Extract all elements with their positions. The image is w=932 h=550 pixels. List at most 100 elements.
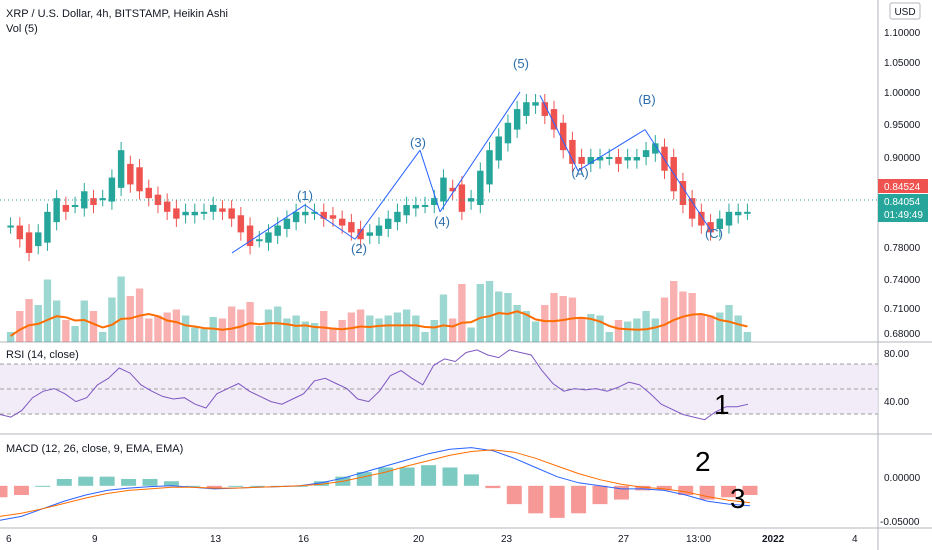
macd-hist-bar <box>121 478 137 486</box>
candle-body <box>652 143 659 154</box>
macd-hist-bar <box>99 476 115 486</box>
annotation-1: 1 <box>714 389 730 420</box>
currency-button[interactable] <box>889 2 921 20</box>
candle-body <box>366 232 374 236</box>
current-price: 0.84524 <box>884 182 921 193</box>
candle-body <box>541 102 549 116</box>
candle-body <box>421 204 429 207</box>
volume-bar <box>191 327 199 342</box>
candle-body <box>25 232 33 253</box>
candle-body <box>136 167 143 192</box>
price-tick: 0.68000 <box>884 329 921 340</box>
candle-body <box>431 198 438 205</box>
last-close-price: 0.84054 <box>884 197 921 208</box>
candle-body <box>495 136 502 161</box>
time-label: 20 <box>413 534 425 545</box>
current-price-badge <box>878 179 928 193</box>
candle-body <box>642 150 650 158</box>
price-tick: 1.10000 <box>884 28 921 39</box>
macd-hist-bar <box>721 485 737 498</box>
candle-body <box>182 211 189 216</box>
candle-body <box>44 211 51 243</box>
candle-body <box>449 187 456 192</box>
candle-body <box>99 198 106 201</box>
macd-hist-bar <box>228 485 244 487</box>
price-pane[interactable] <box>0 0 878 342</box>
volume-bar <box>439 294 448 342</box>
time-label: 13 <box>210 534 222 545</box>
wave-segment <box>644 129 713 233</box>
volume-bar <box>154 315 162 342</box>
volume-bar <box>246 302 254 342</box>
macd-hist-bar <box>185 485 201 487</box>
time-label: 23 <box>501 534 513 545</box>
volume-bar <box>651 318 659 342</box>
candle-body <box>596 157 604 161</box>
volume-bar <box>485 281 494 342</box>
candle-body <box>302 211 309 216</box>
wave-label-1: (1) <box>297 188 313 203</box>
volume-bar <box>366 315 374 342</box>
macd-hist-bar <box>206 485 222 489</box>
volume-bar <box>384 315 392 342</box>
price-tick: 0.95000 <box>884 120 921 131</box>
macd-hist-bar <box>78 476 94 486</box>
volume-bar <box>310 323 319 342</box>
candle-body <box>311 211 318 214</box>
volume-bar <box>697 314 706 342</box>
volume-bar <box>71 326 79 342</box>
currency-label: USD <box>894 7 915 18</box>
wave-label-4: (4) <box>434 214 450 229</box>
candle-body <box>256 239 263 242</box>
candle-body <box>348 222 355 233</box>
candle-body <box>698 211 705 226</box>
annotation-3: 3 <box>730 483 746 514</box>
macd-hist-bar <box>635 485 651 491</box>
candle-body <box>467 198 475 202</box>
candle-body <box>7 225 14 228</box>
annotation-2: 2 <box>695 446 711 477</box>
volume-title: Vol (5) <box>6 23 38 35</box>
candle-body <box>357 228 364 240</box>
wave-label-b: (B) <box>638 92 655 107</box>
volume-bar <box>596 315 604 342</box>
macd-line <box>0 447 751 521</box>
volume-bar <box>301 321 310 342</box>
candle-body <box>117 150 125 188</box>
candle-body <box>108 177 116 202</box>
time-label: 13:00 <box>686 534 711 545</box>
candle-body <box>403 204 410 216</box>
candle-body <box>486 150 493 185</box>
candle-body <box>145 187 152 199</box>
volume-bar <box>458 284 466 342</box>
volume-bar <box>670 281 678 342</box>
wave-label-3: (3) <box>410 135 426 150</box>
volume-bar <box>172 309 181 342</box>
candle-body <box>550 109 558 130</box>
macd-hist-bar <box>485 485 501 489</box>
candle-body <box>283 218 291 229</box>
candle-body <box>532 102 539 106</box>
volume-bar <box>62 320 70 342</box>
candle-body <box>237 215 245 233</box>
candle-body <box>320 211 327 219</box>
candle-body <box>624 157 631 161</box>
volume-bar <box>6 332 15 342</box>
candle-body <box>246 225 254 247</box>
macd-hist-bar <box>442 467 458 486</box>
price-tick: 0.78000 <box>884 243 921 254</box>
candle-body <box>191 211 199 216</box>
wave-segment <box>419 150 441 212</box>
volume-bar <box>660 297 669 342</box>
volume-bar <box>255 326 263 342</box>
volume-bar <box>117 276 125 342</box>
candle-body <box>35 232 42 247</box>
volume-bar <box>274 306 282 342</box>
macd-title: MACD (12, 26, close, 9, EMA, EMA) <box>6 443 183 455</box>
candle-body <box>265 232 272 243</box>
candle-body <box>329 215 337 219</box>
candle-body <box>633 157 641 161</box>
volume-bar <box>200 329 208 342</box>
price-tick: 0.71000 <box>884 304 921 315</box>
